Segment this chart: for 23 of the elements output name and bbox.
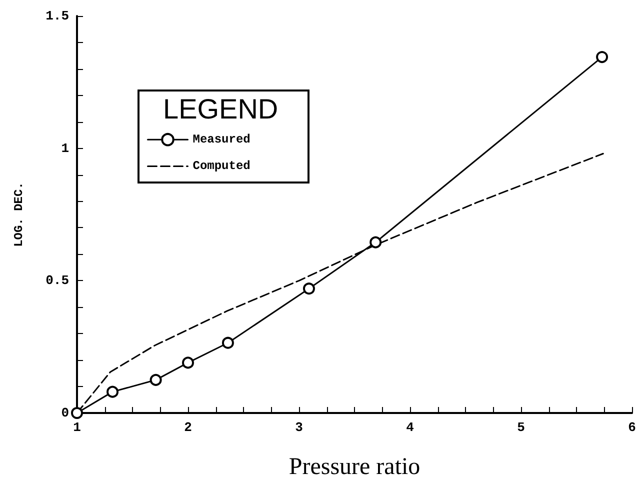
y-axis-title: LOG. DEC. — [12, 182, 26, 247]
legend-label: Measured — [192, 132, 250, 147]
x-tick-label: 4 — [406, 420, 414, 435]
point — [106, 386, 119, 398]
point — [71, 407, 83, 419]
x-tick-label: 2 — [184, 420, 192, 435]
point — [222, 336, 234, 349]
y-tick-label: 0.5 — [46, 273, 70, 288]
x-tick-label: 6 — [628, 420, 636, 435]
point — [303, 282, 315, 295]
point — [370, 236, 382, 248]
y-tick-label: 1 — [61, 140, 70, 156]
legend-label: Computed — [192, 159, 250, 174]
x-tick-label: 3 — [295, 420, 304, 435]
y-tick-label: 1.5 — [46, 8, 70, 24]
legend-title: LEGEND — [163, 94, 278, 124]
point — [150, 374, 162, 386]
x-tick-label: 1 — [73, 420, 82, 435]
y-tick-label: 0 — [61, 406, 70, 420]
point — [182, 356, 194, 369]
x-axis-title: Pressure ratio — [288, 454, 420, 480]
x-tick-label: 5 — [517, 420, 526, 435]
point — [596, 51, 608, 64]
